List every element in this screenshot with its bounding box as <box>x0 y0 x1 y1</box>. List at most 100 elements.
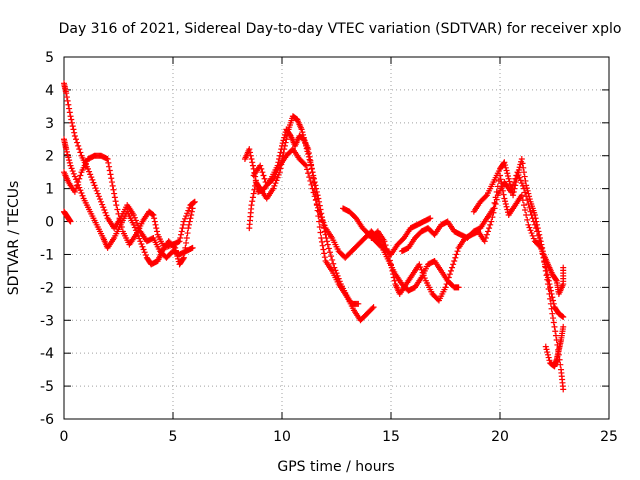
data-point <box>76 175 83 182</box>
data-point <box>270 185 277 192</box>
data-point <box>89 176 96 183</box>
data-point <box>261 175 268 182</box>
data-point <box>318 238 325 245</box>
data-point <box>141 249 148 256</box>
data-point <box>179 225 186 232</box>
data-point <box>444 277 451 284</box>
data-point <box>177 235 184 241</box>
data-point <box>298 126 305 133</box>
data-point <box>101 207 108 214</box>
data-point <box>116 215 123 222</box>
data-point <box>545 277 552 284</box>
data-point <box>279 140 286 147</box>
data-point <box>71 188 78 195</box>
data-point <box>317 229 324 236</box>
data-point <box>519 160 526 167</box>
data-point <box>181 249 188 256</box>
data-point <box>323 235 330 241</box>
data-point <box>560 323 567 330</box>
data-point <box>483 231 490 238</box>
data-point <box>310 189 317 196</box>
data-point <box>319 242 326 249</box>
data-point <box>71 173 78 180</box>
data-point <box>304 166 311 173</box>
data-point <box>427 215 434 222</box>
data-point <box>491 199 498 206</box>
data-point <box>538 241 545 248</box>
y-tick-label: -1 <box>40 247 54 263</box>
data-point <box>321 250 328 257</box>
data-point <box>522 207 529 214</box>
data-point <box>421 275 428 282</box>
data-point <box>104 156 111 163</box>
data-point <box>68 165 75 172</box>
data-point <box>321 222 328 229</box>
data-point <box>187 215 194 222</box>
y-axis-label: SDTVAR / TECUs <box>6 181 22 296</box>
data-point <box>173 250 180 257</box>
data-point <box>91 182 98 189</box>
data-point <box>536 231 543 238</box>
data-point <box>552 328 559 335</box>
data-point <box>92 185 99 192</box>
data-point <box>499 183 506 190</box>
data-point <box>70 170 77 177</box>
y-tick-label: -2 <box>40 280 54 296</box>
data-point <box>74 182 81 189</box>
data-point <box>115 210 122 217</box>
data-point <box>544 351 551 358</box>
data-point <box>488 218 495 225</box>
x-tick-label: 5 <box>169 429 178 445</box>
y-tick-label: 2 <box>45 149 54 165</box>
data-point <box>246 146 253 153</box>
data-point <box>546 357 553 364</box>
axis-ticks: -6 -5 -4 -3 -2 -1 0 1 2 3 4 5 0 5 10 15 20 25 <box>40 50 618 445</box>
data-point <box>67 113 74 120</box>
data-point <box>486 225 493 232</box>
data-point <box>318 214 325 221</box>
data-point <box>269 176 276 183</box>
data-point <box>281 134 288 141</box>
data-point <box>137 238 144 245</box>
data-point <box>252 177 259 184</box>
data-point <box>418 266 425 273</box>
data-point <box>111 194 118 201</box>
data-point <box>63 148 70 155</box>
data-point <box>506 178 513 185</box>
data-point <box>308 161 315 168</box>
data-point <box>386 257 393 264</box>
data-point <box>189 244 196 251</box>
data-point <box>512 182 519 189</box>
data-point <box>63 90 70 97</box>
data-point <box>90 179 97 186</box>
data-point <box>181 215 188 222</box>
data-point <box>557 361 564 368</box>
data-point <box>527 208 534 215</box>
data-point <box>64 151 71 158</box>
data-point <box>552 276 559 283</box>
data-point <box>419 269 426 276</box>
data-point <box>528 230 535 237</box>
data-point <box>539 248 546 255</box>
data-point <box>139 243 146 250</box>
data-point <box>130 211 137 218</box>
data-point <box>113 202 120 209</box>
data-point <box>175 255 182 262</box>
data-point <box>510 192 517 199</box>
data-point <box>248 156 255 163</box>
data-point <box>544 349 551 356</box>
data-point <box>527 227 534 234</box>
data-point <box>93 187 100 194</box>
data-point <box>548 290 555 297</box>
data-point <box>520 169 527 176</box>
data-point <box>106 167 113 174</box>
data-point <box>67 162 74 169</box>
data-point <box>138 241 145 248</box>
data-point <box>183 235 190 241</box>
data-point <box>523 211 530 218</box>
data-point <box>307 177 314 184</box>
data-point <box>512 179 519 186</box>
data-point <box>68 116 75 123</box>
data-point <box>107 171 114 178</box>
data-point <box>390 271 397 278</box>
